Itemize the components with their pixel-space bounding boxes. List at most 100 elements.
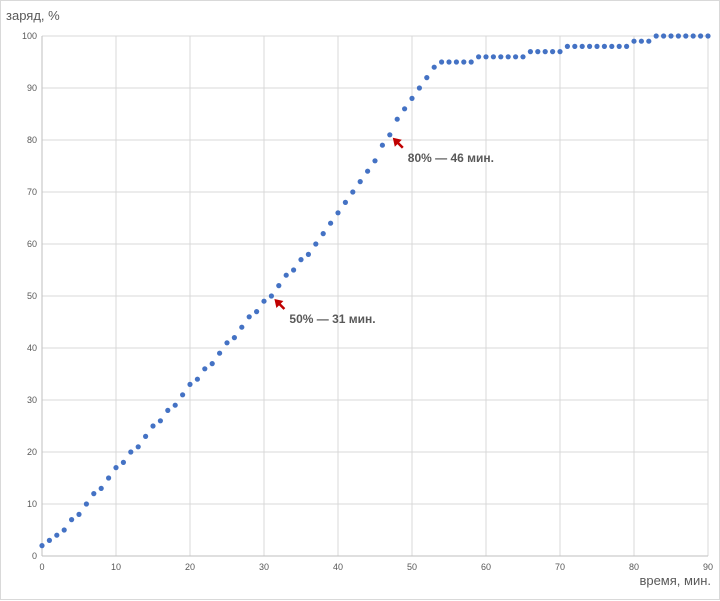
data-point	[239, 324, 245, 330]
data-point	[305, 251, 311, 257]
data-point	[320, 231, 326, 237]
data-point	[409, 95, 415, 101]
data-point	[394, 116, 400, 122]
data-point	[187, 381, 193, 387]
data-point	[564, 43, 571, 50]
data-point	[291, 267, 297, 273]
data-point	[209, 361, 215, 367]
y-tick-label: 10	[27, 499, 37, 509]
data-point	[157, 418, 163, 424]
data-point	[557, 49, 563, 55]
data-point	[357, 179, 363, 185]
data-point	[527, 49, 534, 55]
data-point	[616, 43, 622, 50]
data-point	[631, 38, 637, 44]
data-point	[476, 54, 482, 60]
data-point	[690, 33, 696, 39]
data-point	[172, 402, 178, 408]
data-point	[424, 75, 430, 81]
data-point	[342, 199, 348, 205]
data-point	[76, 511, 82, 517]
data-point	[572, 43, 578, 50]
data-point	[46, 537, 53, 544]
data-point	[180, 392, 186, 398]
data-point	[490, 54, 496, 60]
data-point	[550, 49, 556, 55]
x-tick-label: 20	[185, 562, 195, 572]
data-point	[594, 43, 600, 50]
data-point	[609, 43, 615, 50]
data-point	[675, 33, 682, 39]
data-point	[54, 532, 60, 538]
data-point	[113, 465, 119, 471]
data-point	[461, 59, 467, 65]
data-point	[165, 407, 171, 413]
x-tick-label: 10	[111, 562, 121, 572]
data-point	[513, 54, 519, 60]
data-point	[246, 314, 252, 320]
y-tick-label: 100	[22, 31, 37, 41]
data-point	[61, 527, 67, 533]
data-point	[224, 340, 230, 346]
y-tick-label: 40	[27, 343, 37, 353]
data-point	[268, 293, 274, 299]
data-point	[217, 350, 223, 356]
x-tick-label: 90	[703, 562, 713, 572]
data-point	[194, 376, 200, 382]
annotation-label: 80% — 46 мин.	[408, 151, 494, 165]
x-tick-label: 50	[407, 562, 417, 572]
annotations: 50% — 31 мин. 80% — 46 мин.	[274, 137, 494, 326]
data-point	[143, 433, 149, 439]
data-point	[653, 33, 659, 39]
data-point	[283, 272, 289, 278]
y-tick-label: 60	[27, 239, 37, 249]
x-axis-label: время, мин.	[639, 573, 711, 588]
data-point	[150, 423, 156, 429]
data-point	[638, 38, 645, 44]
data-point	[698, 33, 704, 39]
y-tick-label: 30	[27, 395, 37, 405]
data-point	[91, 491, 97, 497]
data-point	[39, 543, 45, 549]
data-point	[579, 43, 585, 50]
x-tick-label: 80	[629, 562, 639, 572]
data-point	[646, 38, 652, 44]
data-point	[313, 241, 319, 247]
data-point	[542, 49, 548, 55]
y-tick-label: 90	[27, 83, 37, 93]
data-point	[254, 309, 260, 315]
data-point	[298, 257, 304, 263]
data-point	[106, 475, 112, 481]
data-point	[372, 158, 378, 164]
data-point	[365, 168, 371, 174]
data-point	[69, 517, 75, 523]
data-point	[439, 59, 445, 65]
y-axis-label: заряд, %	[6, 8, 60, 23]
data-point	[705, 33, 711, 39]
data-point	[520, 54, 526, 60]
data-point	[261, 298, 267, 304]
data-point	[416, 85, 422, 91]
data-point	[379, 142, 385, 148]
y-tick-labels: 0 10 20 30 40 50 60 70 80 90 100	[22, 31, 37, 561]
annotation-arrow-head	[274, 299, 284, 308]
data-point	[498, 54, 504, 60]
data-point	[535, 49, 541, 55]
data-point	[128, 449, 134, 455]
data-point	[120, 459, 126, 465]
data-point	[335, 210, 341, 216]
x-tick-label: 70	[555, 562, 565, 572]
data-point	[431, 64, 437, 70]
data-point	[453, 59, 459, 65]
data-point	[98, 485, 104, 491]
x-tick-label: 0	[39, 562, 44, 572]
data-point	[350, 189, 356, 195]
data-point	[483, 54, 489, 60]
data-point	[402, 106, 408, 112]
y-tick-label: 20	[27, 447, 37, 457]
annotation-label: 50% — 31 мин.	[289, 312, 375, 326]
x-tick-label: 30	[259, 562, 269, 572]
grid-lines	[42, 35, 709, 556]
